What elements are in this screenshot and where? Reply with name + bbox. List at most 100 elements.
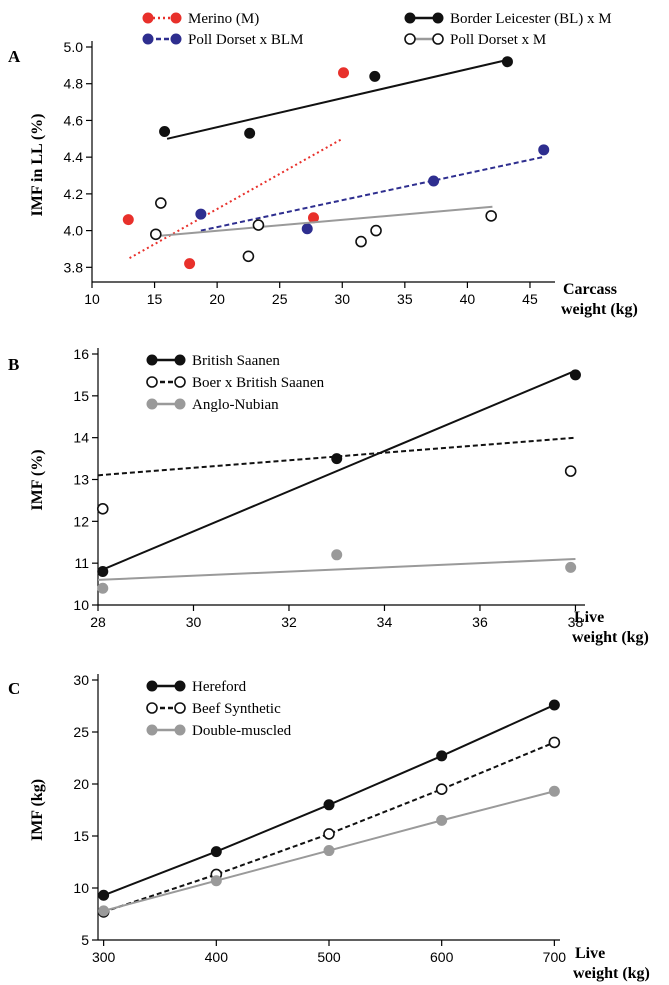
y-tick-label: 4.2 [64,186,84,202]
legend-swatch-marker [174,702,186,714]
legend-item-double-muscled: Double-muscled [146,723,292,739]
data-point [252,219,265,231]
series-anglo-nubian [97,549,577,594]
panel-letter: C [8,679,20,698]
legend-swatch-marker [142,12,154,24]
legend-item-boer-x-british-saanen: Boer x British Saanen [146,375,325,391]
legend-label: Double-muscled [192,723,292,739]
data-point [569,369,581,381]
legend-swatch-marker [142,33,154,45]
y-tick-label: 30 [73,672,89,688]
trend-line [129,137,343,260]
y-tick-label: 3.8 [64,259,84,275]
legend-swatch-marker [146,398,158,410]
series-beef-synthetic [97,736,561,918]
data-point [159,125,171,137]
legend: Merino (M) Border Leicester (BL) x M Poll … [142,11,612,48]
legend-swatch-marker [146,724,158,736]
x-tick-label: 600 [430,949,454,965]
trend-line [200,156,543,232]
series-poll-dorset-x-m [150,197,497,263]
legend-label: Border Leicester (BL) x M [450,11,612,27]
panel-letter: B [8,355,19,374]
series-hereford [98,699,560,901]
data-point [323,845,335,857]
legend-swatch-marker [146,376,158,388]
y-tick-label: 11 [74,555,89,571]
legend-swatch-marker [174,680,186,692]
legend-swatch-marker [174,376,186,388]
y-axis-title: IMF (kg) [29,779,46,841]
x-axis-title-line: Live [574,609,604,626]
legend-item-poll-dorset-x-m: Poll Dorset x M [404,32,546,48]
y-tick-label: 25 [73,724,89,740]
data-point [323,799,335,811]
legend-label: Merino (M) [188,11,259,27]
x-axis-title-line: weight (kg) [573,965,650,982]
x-tick-label: 300 [92,949,116,965]
series-border-leicester-bl-x-m [159,56,513,140]
trend-line [155,205,493,238]
y-tick-label: 4.0 [64,223,84,239]
data-point [184,258,196,270]
legend-item-beef-synthetic: Beef Synthetic [146,701,281,717]
legend-swatch-marker [432,12,444,24]
legend-swatch-marker [146,702,158,714]
data-point [331,549,343,561]
data-point [323,828,335,840]
data-point [150,228,162,241]
x-tick-label: 20 [209,291,225,307]
y-tick-label: 4.6 [64,112,84,128]
legend-item-anglo-nubian: Anglo-Nubian [146,397,279,413]
data-point [242,250,255,263]
data-point [122,214,134,226]
data-point [97,582,109,594]
y-tick-label: 5 [81,932,89,948]
data-point [98,905,110,917]
legend-swatch-marker [432,33,444,45]
panel-a: A 3.8 4.0 4.2 4.4 4.6 4.8 5.0 10 15 20 25 30 35 40 45 IM… [8,11,638,318]
y-tick-label: 13 [73,472,89,488]
x-tick-label: 15 [147,291,163,307]
trend-line [97,369,576,573]
x-axis-title-line: Live [575,945,605,962]
data-point [436,814,448,826]
x-axis-title-line: weight (kg) [561,301,638,318]
legend-swatch-marker [170,12,182,24]
series-merino-m [122,67,350,270]
y-tick-label: 10 [73,880,89,896]
y-tick-label: 10 [73,597,89,613]
x-tick-label: 40 [460,291,476,307]
legend-label: Boer x British Saanen [192,375,325,391]
legend-swatch-marker [174,724,186,736]
data-point [485,210,497,222]
legend-item-poll-dorset-x-blm: Poll Dorset x BLM [142,32,303,48]
y-tick-label: 12 [73,513,89,529]
data-point [338,67,350,79]
y-axis-title: IMF (%) [29,449,46,510]
x-tick-label: 30 [334,291,350,307]
y-tick-label: 14 [73,430,89,446]
data-point [210,875,222,887]
data-point [210,846,222,858]
data-point [548,736,561,749]
legend-label: Anglo-Nubian [192,397,279,413]
data-point [369,70,381,82]
panel-b: B 10 11 12 13 14 15 16 28 30 32 34 36 38 IMF (%) Live we… [8,346,649,646]
y-tick-label: 16 [73,346,89,362]
legend-label: Hereford [192,679,247,695]
x-tick-label: 700 [543,949,567,965]
data-point [435,783,448,796]
data-point [195,208,207,220]
series-double-muscled [98,785,560,917]
x-tick-label: 10 [84,291,100,307]
legend-item-british-saanen: British Saanen [146,353,280,369]
legend-swatch-marker [174,354,186,366]
data-point [96,502,109,515]
legend-swatch-marker [404,33,416,45]
x-axis-title-line: Carcass [563,281,617,298]
legend-item-border-leicester-bl-x-m: Border Leicester (BL) x M [404,11,612,27]
x-tick-label: 400 [205,949,229,965]
legend-swatch-marker [404,12,416,24]
x-axis-title-line: weight (kg) [572,629,649,646]
